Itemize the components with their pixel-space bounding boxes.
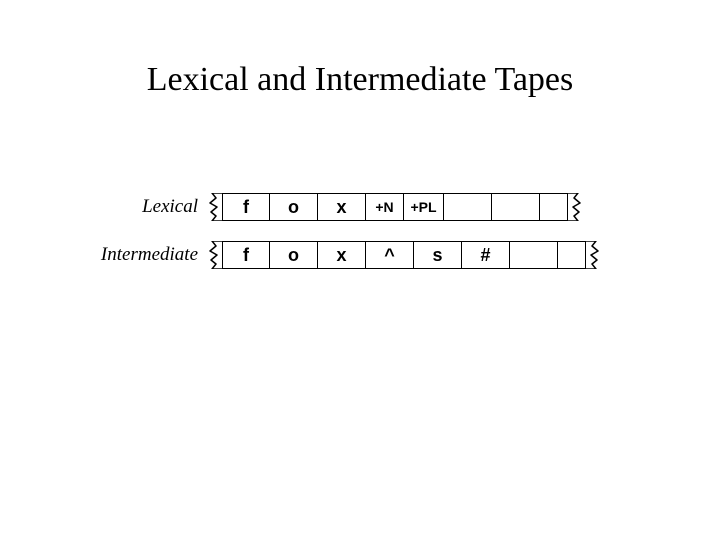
tape-label: Lexical xyxy=(78,196,208,218)
tape-cell: # xyxy=(462,241,510,269)
tape-cell: o xyxy=(270,241,318,269)
tape-cell: x xyxy=(318,241,366,269)
tape-cell xyxy=(444,193,492,221)
tape-cell: x xyxy=(318,193,366,221)
tape-cell: o xyxy=(270,193,318,221)
torn-edge-right-icon xyxy=(586,241,600,269)
tape: fox^s# xyxy=(208,241,600,269)
tape-cell xyxy=(540,193,568,221)
tape-diagram: Lexical fox+N+PL Intermediate fox^s# xyxy=(78,192,600,288)
tape-cell: f xyxy=(222,193,270,221)
tape-label: Intermediate xyxy=(78,244,208,266)
torn-edge-left-icon xyxy=(208,241,222,269)
tape-row: Lexical fox+N+PL xyxy=(78,192,600,222)
tape-cell: +N xyxy=(366,193,404,221)
tape-cell: +PL xyxy=(404,193,444,221)
tape-cell xyxy=(492,193,540,221)
tape-row: Intermediate fox^s# xyxy=(78,240,600,270)
torn-edge-left-icon xyxy=(208,193,222,221)
tape-cell: ^ xyxy=(366,241,414,269)
tape-cell: s xyxy=(414,241,462,269)
tape: fox+N+PL xyxy=(208,193,582,221)
tape-cell xyxy=(558,241,586,269)
tape-cell xyxy=(510,241,558,269)
page-title: Lexical and Intermediate Tapes xyxy=(0,61,720,99)
torn-edge-right-icon xyxy=(568,193,582,221)
tape-cell: f xyxy=(222,241,270,269)
